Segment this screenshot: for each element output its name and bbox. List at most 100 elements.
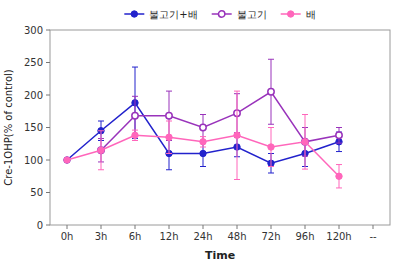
x-tick-label: 120h xyxy=(326,231,351,242)
error-bar-cap xyxy=(268,166,274,167)
error-bar-cap xyxy=(268,124,274,125)
y-tick-label: 100 xyxy=(24,155,43,166)
error-bar-cap xyxy=(336,164,342,165)
error-bar-cap xyxy=(132,67,138,68)
x-tick-label: 48h xyxy=(227,231,246,242)
y-tick xyxy=(46,160,50,161)
y-axis-label: Cre-1OHP(% of control) xyxy=(3,69,14,185)
x-tick-label: 0h xyxy=(61,231,74,242)
error-bar xyxy=(336,165,342,188)
legend: 불고기+배 불고기 배 xyxy=(124,9,315,20)
error-bar-cap xyxy=(166,91,172,92)
error-bar xyxy=(336,128,342,144)
y-tick xyxy=(46,127,50,128)
legend-label: 불고기 xyxy=(237,9,267,20)
error-bar-cap xyxy=(98,130,104,131)
chart: 0501001502002503000h3h6h12h24h48h72h96h1… xyxy=(0,0,400,265)
point xyxy=(166,113,172,119)
x-tick xyxy=(67,225,68,229)
legend-label: 배 xyxy=(306,9,316,20)
error-bar-cap xyxy=(234,91,240,92)
x-tick-label: 72h xyxy=(261,231,280,242)
point xyxy=(302,139,308,145)
point xyxy=(268,144,274,150)
y-tick xyxy=(46,225,50,226)
point xyxy=(98,147,104,153)
series-line xyxy=(101,92,339,151)
legend-marker xyxy=(287,11,293,17)
point xyxy=(132,132,138,138)
x-tick xyxy=(135,225,136,229)
error-bar xyxy=(268,59,274,124)
legend-item: 불고기 xyxy=(212,9,267,20)
y-tick xyxy=(46,192,50,193)
point xyxy=(64,157,70,163)
error-bar-cap xyxy=(336,127,342,128)
point xyxy=(200,150,206,156)
error-bar-cap xyxy=(336,187,342,188)
y-tick-label: 200 xyxy=(24,90,43,101)
point xyxy=(200,139,206,145)
point xyxy=(268,89,274,95)
point xyxy=(336,173,342,179)
point xyxy=(132,113,138,119)
error-bar-cap xyxy=(200,166,206,167)
x-tick-label: 96h xyxy=(295,231,314,242)
x-tick-label: 3h xyxy=(95,231,108,242)
error-bar-cap xyxy=(302,169,308,170)
x-tick xyxy=(373,225,374,229)
error-bar-cap xyxy=(200,147,206,148)
error-bar-cap xyxy=(336,151,342,152)
x-axis: 0h3h6h12h24h48h72h96h120h-- xyxy=(61,225,377,242)
x-tick-label: 12h xyxy=(159,231,178,242)
error-bar-cap xyxy=(166,169,172,170)
error-bar xyxy=(200,115,206,141)
y-tick-label: 0 xyxy=(37,220,43,231)
error-bar-cap xyxy=(98,121,104,122)
legend-label: 불고기+배 xyxy=(149,9,197,20)
x-tick xyxy=(305,225,306,229)
series xyxy=(98,59,342,162)
legend-item: 배 xyxy=(281,9,316,20)
point xyxy=(64,157,70,163)
y-tick xyxy=(46,62,50,63)
x-tick xyxy=(237,225,238,229)
series xyxy=(64,91,342,188)
error-bar xyxy=(166,121,172,154)
error-bar-cap xyxy=(234,179,240,180)
x-tick xyxy=(271,225,272,229)
y-tick-label: 50 xyxy=(30,187,43,198)
error-bar xyxy=(268,128,274,167)
error-bar xyxy=(132,67,138,139)
point xyxy=(98,147,104,153)
error-bar xyxy=(302,115,308,170)
error-bar-cap xyxy=(268,173,274,174)
plot-data xyxy=(64,59,342,188)
series xyxy=(64,67,342,173)
y-axis: 0 50 100 150 200 250 300 xyxy=(24,25,50,231)
error-bar-cap xyxy=(98,169,104,170)
error-bar-cap xyxy=(302,114,308,115)
error-bar-cap xyxy=(336,143,342,144)
plot-frame xyxy=(50,30,390,225)
error-bar xyxy=(132,130,138,140)
error-bar-cap xyxy=(200,114,206,115)
error-bar-cap xyxy=(132,140,138,141)
legend-item: 불고기+배 xyxy=(124,9,197,20)
x-tick-label: 6h xyxy=(129,231,142,242)
y-tick-label: 150 xyxy=(24,122,43,133)
point xyxy=(302,139,308,145)
x-tick xyxy=(101,225,102,229)
legend-marker xyxy=(131,11,137,17)
y-tick xyxy=(46,95,50,96)
y-tick-label: 250 xyxy=(24,57,43,68)
point xyxy=(234,132,240,138)
error-bar-stem xyxy=(135,67,136,139)
y-tick xyxy=(46,30,50,31)
x-axis-label: Time xyxy=(205,249,235,262)
y-tick-label: 300 xyxy=(24,25,43,36)
error-bar-cap xyxy=(166,153,172,154)
point xyxy=(336,132,342,138)
error-bar-cap xyxy=(268,59,274,60)
error-bar-cap xyxy=(268,127,274,128)
